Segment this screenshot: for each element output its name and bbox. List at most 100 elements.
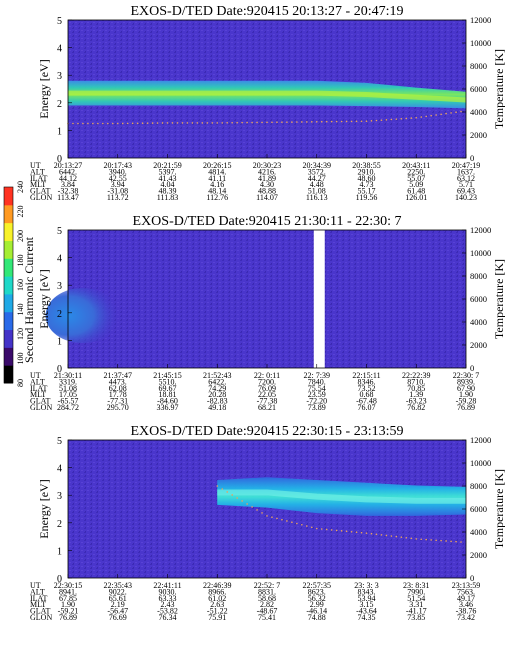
colorbar-frame bbox=[3, 186, 14, 384]
temperature-point bbox=[425, 538, 428, 541]
colorbar-tick-label: 120 bbox=[16, 328, 25, 340]
table-cell: 20:13:27 bbox=[54, 161, 82, 170]
y2-tick-label: 4000 bbox=[470, 527, 487, 537]
table-cell: 67.85 bbox=[59, 594, 77, 603]
table-cell: 20:21:59 bbox=[153, 161, 181, 170]
temperature-point bbox=[335, 529, 338, 532]
temperature-point bbox=[440, 539, 442, 542]
temperature-point bbox=[241, 121, 243, 124]
table-cell: 8941. bbox=[59, 587, 77, 596]
table-cell: -53.82 bbox=[157, 607, 178, 616]
temperature-point bbox=[156, 122, 159, 124]
y-tick-label: 1 bbox=[57, 336, 62, 347]
temperature-point bbox=[196, 122, 199, 124]
table-cell: 74.35 bbox=[358, 613, 376, 622]
table-cell: 23: 8:31 bbox=[403, 581, 429, 590]
table-cell: 116.13 bbox=[306, 193, 328, 202]
y2-tick-label: 12000 bbox=[470, 15, 491, 25]
colorbar-segment bbox=[4, 204, 13, 224]
colorbar-tick-label: 200 bbox=[16, 230, 25, 242]
y2-tick-label: 2000 bbox=[470, 340, 487, 350]
temperature-point bbox=[430, 114, 432, 117]
table-cell: -46.14 bbox=[306, 607, 327, 616]
temperature-point bbox=[236, 121, 238, 124]
table-cell: -77.38 bbox=[257, 397, 278, 406]
table-cell: 55.17 bbox=[358, 187, 376, 196]
table-cell: -59.21 bbox=[58, 607, 79, 616]
table-cell: -63.23 bbox=[406, 397, 427, 406]
y2-tick-label: 8000 bbox=[470, 271, 487, 281]
temperature-point bbox=[82, 122, 84, 125]
table-cell: 1.90 bbox=[459, 390, 473, 399]
table-cell: 1.39 bbox=[409, 390, 423, 399]
y-tick-label: 2 bbox=[57, 519, 62, 530]
table-row-label: ILAT bbox=[30, 384, 47, 393]
temperature-point bbox=[231, 121, 233, 124]
table-row-label: ALT bbox=[30, 167, 45, 176]
y-axis-label: Energy [eV] bbox=[37, 269, 51, 328]
y2-tick-label: 10000 bbox=[470, 38, 491, 48]
table-cell: 67.90 bbox=[457, 384, 475, 393]
table-cell: 48.88 bbox=[258, 187, 276, 196]
temperature-point bbox=[445, 540, 447, 542]
table-cell: 51.08 bbox=[59, 384, 77, 393]
table-cell: 41.89 bbox=[258, 174, 276, 183]
table-cell: 5510. bbox=[159, 377, 177, 386]
table-cell: 9022. bbox=[109, 587, 127, 596]
table-cell: 69.43 bbox=[457, 187, 475, 196]
y-tick-label: 4 bbox=[57, 464, 62, 475]
panel-title: EXOS-D/TED Date:920415 22:30:15 - 23:13:… bbox=[131, 424, 404, 439]
colorbar-segment bbox=[4, 329, 13, 348]
table-row-label: MLT bbox=[30, 390, 46, 399]
spectrogram-panel: EXOS-D/TED Date:920415 20:13:27 - 20:47:… bbox=[30, 4, 505, 202]
temperature-point bbox=[221, 488, 224, 490]
table-cell: 6442. bbox=[59, 167, 77, 176]
table-cell: -77.31 bbox=[107, 397, 128, 406]
table-cell: 9030. bbox=[159, 587, 177, 596]
temperature-point bbox=[151, 122, 154, 124]
y2-tick-label: 2000 bbox=[470, 130, 487, 140]
y2-tick-label: 10000 bbox=[470, 248, 491, 258]
y2-tick-label: 0 bbox=[470, 153, 474, 163]
table-cell: 41.11 bbox=[208, 174, 226, 183]
table-cell: -67.48 bbox=[356, 397, 377, 406]
table-cell: 76.34 bbox=[159, 613, 177, 622]
table-cell: 2.63 bbox=[210, 600, 224, 609]
table-cell: 3940. bbox=[109, 167, 127, 176]
table-row-label: ILAT bbox=[30, 594, 47, 603]
table-row-label: ALT bbox=[30, 587, 45, 596]
temperature-point bbox=[345, 530, 348, 533]
table-cell: 42.55 bbox=[109, 174, 127, 183]
temperature-point bbox=[241, 500, 243, 502]
temperature-point bbox=[340, 530, 343, 532]
table-cell: 41.43 bbox=[159, 174, 177, 183]
temperature-point bbox=[301, 523, 303, 526]
temperature-point bbox=[291, 121, 293, 123]
temperature-point bbox=[380, 534, 383, 536]
y2-tick-label: 6000 bbox=[470, 294, 487, 304]
table-cell: 22.05 bbox=[258, 390, 276, 399]
table-cell: 3.31 bbox=[409, 600, 423, 609]
table-cell: 7200. bbox=[258, 377, 276, 386]
temperature-point bbox=[445, 112, 447, 115]
y-tick-label: 2 bbox=[57, 99, 62, 110]
y2-axis-label: Temperature [K] bbox=[492, 469, 505, 549]
table-cell: 4.30 bbox=[260, 180, 274, 189]
temperature-point bbox=[340, 120, 343, 123]
temperature-point bbox=[206, 122, 209, 124]
table-cell: 20:17:43 bbox=[104, 161, 132, 170]
table-cell: 23: 3: 3 bbox=[354, 581, 378, 590]
y2-tick-label: 10000 bbox=[470, 458, 491, 468]
temperature-point bbox=[375, 533, 378, 536]
temperature-point bbox=[430, 539, 432, 541]
table-cell: 4473. bbox=[109, 377, 127, 386]
table-cell: 74.29 bbox=[208, 384, 226, 393]
table-cell: 48.14 bbox=[208, 187, 226, 196]
temperature-point bbox=[385, 119, 388, 121]
temperature-point bbox=[365, 532, 368, 534]
table-cell: 1.90 bbox=[61, 600, 75, 609]
temperature-point bbox=[405, 117, 408, 120]
table-cell: 4216. bbox=[258, 167, 276, 176]
table-cell: 7840. bbox=[308, 377, 326, 386]
table-cell: 3.15 bbox=[360, 600, 374, 609]
